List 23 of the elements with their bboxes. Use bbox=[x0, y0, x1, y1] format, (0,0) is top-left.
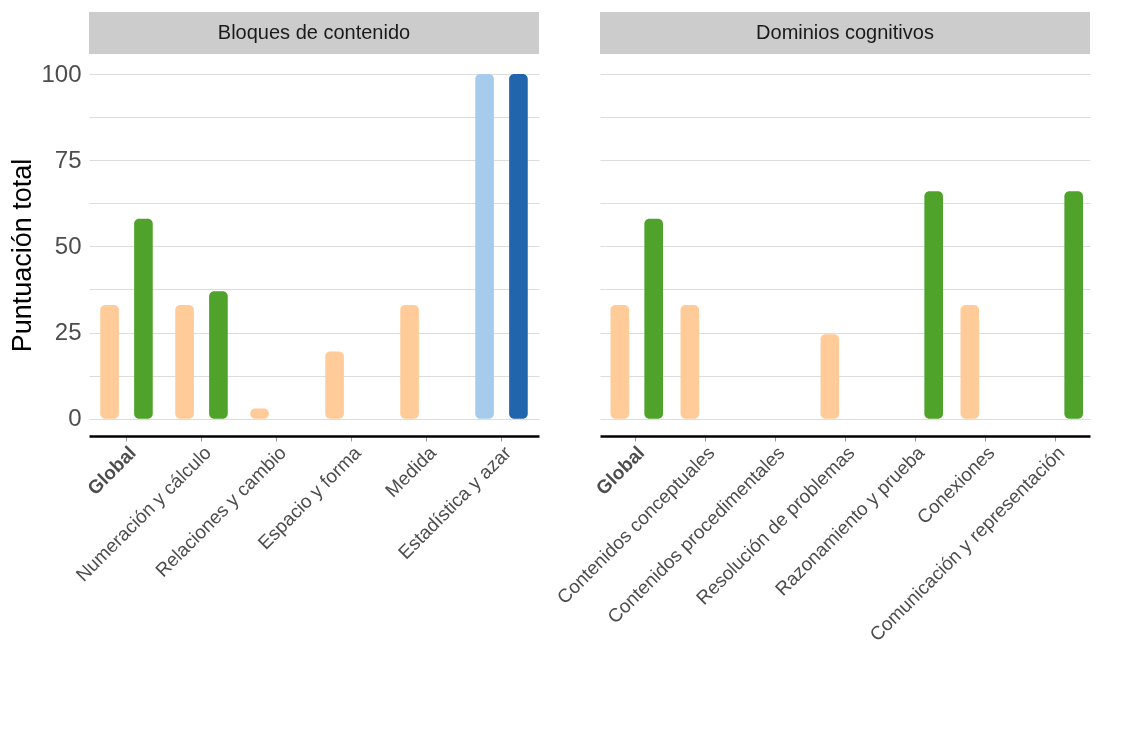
bar bbox=[680, 304, 700, 419]
bar bbox=[820, 334, 840, 419]
y-tick-label: 0 bbox=[68, 404, 82, 432]
bar bbox=[924, 191, 943, 419]
y-tick-label: 100 bbox=[41, 59, 82, 87]
bar bbox=[134, 218, 153, 419]
bar bbox=[509, 74, 528, 419]
bar bbox=[475, 74, 494, 419]
bar bbox=[100, 304, 119, 419]
y-tick-label: 25 bbox=[54, 318, 82, 346]
bar bbox=[960, 304, 980, 419]
y-tick-label: 75 bbox=[54, 145, 82, 173]
chart-title: Dominios cognitivos bbox=[756, 21, 934, 43]
bar bbox=[175, 304, 194, 419]
chart-title: Bloques de contenido bbox=[217, 21, 411, 43]
bar bbox=[610, 304, 630, 419]
bar bbox=[209, 291, 228, 419]
bar bbox=[1064, 191, 1083, 419]
y-axis-title: Puntuación total bbox=[7, 158, 38, 353]
y-tick-label: 50 bbox=[54, 231, 82, 259]
bar bbox=[400, 304, 419, 419]
bar bbox=[644, 218, 663, 419]
bar bbox=[325, 351, 344, 419]
